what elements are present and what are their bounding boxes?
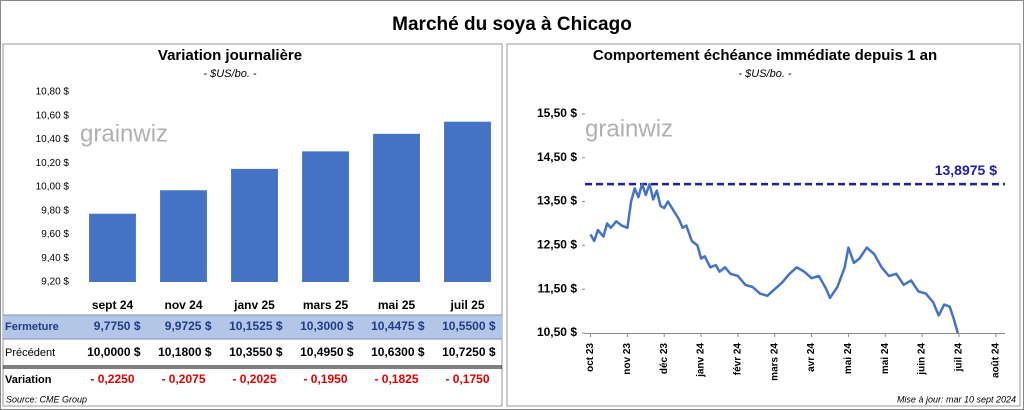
x-tick-label: nov 23 xyxy=(622,343,633,375)
x-tick-label: mai 25 xyxy=(378,298,416,312)
x-tick-label: mars 24 xyxy=(769,343,780,381)
table-cell: - 0,2250 xyxy=(90,372,134,386)
watermark: grainwiz xyxy=(585,115,673,142)
y-tick-label: 12,50 $ xyxy=(537,238,577,252)
table-cell: 10,3550 $ xyxy=(229,345,283,359)
x-tick-label: juil 24 xyxy=(954,343,965,373)
chart-title: Comportement échéance immédiate depuis 1… xyxy=(593,47,937,64)
bar xyxy=(89,213,136,282)
x-tick-label: déc 23 xyxy=(659,343,670,375)
table-cell: - 0,1950 xyxy=(303,372,347,386)
y-tick-label: 10,80 $ xyxy=(36,87,70,98)
table-cell: 10,3000 $ xyxy=(300,319,354,333)
right-panel xyxy=(506,43,1021,407)
x-tick-label: août 24 xyxy=(990,343,1001,378)
table-cell: 10,6300 $ xyxy=(371,345,425,359)
table-cell: 10,1800 $ xyxy=(158,345,212,359)
y-tick-label: 10,00 $ xyxy=(36,182,70,193)
y-tick-label: 10,20 $ xyxy=(36,158,70,169)
price-line xyxy=(589,182,960,334)
x-tick-label: sept 24 xyxy=(92,298,134,312)
table-cell: - 0,1825 xyxy=(374,372,418,386)
source: Source: CME Group xyxy=(6,394,87,404)
y-tick-label: 13,50 $ xyxy=(537,194,577,208)
x-tick-label: mars 25 xyxy=(303,298,349,312)
update-note: Mise à jour: mar 10 sept 2024 xyxy=(897,394,1016,404)
reference-label: 13,8975 $ xyxy=(935,162,997,178)
y-tick-label: 9,60 $ xyxy=(41,229,69,240)
x-tick-label: mai 24 xyxy=(880,343,891,375)
x-tick-label: avr 24 xyxy=(806,343,817,372)
left-panel xyxy=(2,43,503,407)
x-tick-label: juin 24 xyxy=(917,343,928,376)
bar xyxy=(302,151,349,282)
row-label: Variation xyxy=(5,374,52,386)
y-tick-label: 10,50 $ xyxy=(537,325,577,339)
table-cell: 10,1525 $ xyxy=(229,319,283,333)
chart-subtitle: - $US/bo. - xyxy=(203,68,257,80)
x-tick-label: juil 25 xyxy=(449,298,484,312)
table-cell: - 0,2075 xyxy=(161,372,205,386)
table-cell: 10,4475 $ xyxy=(371,319,425,333)
y-tick-label: 10,40 $ xyxy=(36,134,70,145)
bar xyxy=(231,168,278,282)
table-cell: 9,9725 $ xyxy=(165,319,212,333)
bar xyxy=(444,121,491,282)
x-tick-label: janv 24 xyxy=(696,343,707,378)
row-label: Précédent xyxy=(5,347,55,359)
x-tick-label: nov 24 xyxy=(164,298,202,312)
table-cell: - 0,1750 xyxy=(445,372,489,386)
x-tick-label: janv 25 xyxy=(233,298,275,312)
y-tick-label: 9,20 $ xyxy=(41,277,69,288)
chart-subtitle: - $US/bo. - xyxy=(738,68,792,80)
table-cell: 10,7250 $ xyxy=(442,345,496,359)
x-tick-label: févr 24 xyxy=(733,343,744,376)
y-tick-label: 14,50 $ xyxy=(537,150,577,164)
table-cell: 10,5500 $ xyxy=(442,319,496,333)
page-title: Marché du soya à Chicago xyxy=(392,14,632,35)
y-tick-label: 11,50 $ xyxy=(538,281,578,295)
y-tick-label: 9,80 $ xyxy=(41,205,69,216)
y-tick-label: 15,50 $ xyxy=(537,106,577,120)
y-tick-label: 10,60 $ xyxy=(36,110,70,121)
table-cell: 10,4950 $ xyxy=(300,345,354,359)
chart-title: Variation journalière xyxy=(158,47,302,64)
bar xyxy=(160,190,207,282)
row-label: Fermeture xyxy=(5,321,59,333)
y-tick-label: 9,40 $ xyxy=(41,253,69,264)
table-cell: - 0,2025 xyxy=(232,372,276,386)
table-cell: 9,7750 $ xyxy=(94,319,141,333)
watermark: grainwiz xyxy=(80,120,168,147)
x-tick-label: oct 23 xyxy=(585,343,596,372)
table-row-bg xyxy=(3,315,502,339)
table-cell: 10,0000 $ xyxy=(87,345,141,359)
x-tick-label: mai 24 xyxy=(843,343,854,375)
bar xyxy=(373,133,420,282)
